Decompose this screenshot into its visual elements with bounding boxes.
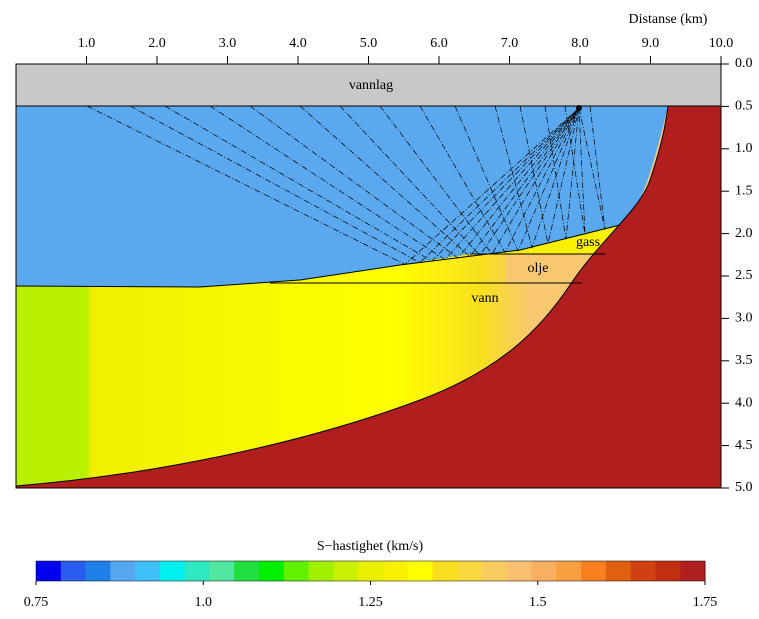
layer-label: gass — [576, 235, 600, 250]
chart: Distanse (km) vannlag gass olje vann S−h… — [0, 0, 759, 614]
colorbar-swatch — [61, 561, 86, 581]
x-tick-label: 2.0 — [148, 36, 166, 51]
x-tick-label: 4.0 — [289, 36, 307, 51]
colorbar-swatch — [209, 561, 234, 581]
x-tick-label: 3.0 — [219, 36, 237, 51]
y-tick-label: 4.5 — [735, 438, 753, 453]
colorbar-swatch — [110, 561, 135, 581]
colorbar-swatch — [457, 561, 482, 581]
colorbar-swatch — [185, 561, 210, 581]
colorbar-tick-label: 1.25 — [358, 595, 383, 610]
colorbar-swatch — [309, 561, 334, 581]
x-tick-label: 1.0 — [78, 36, 96, 51]
colorbar-swatch — [581, 561, 606, 581]
x-tick-label: 7.0 — [501, 36, 519, 51]
colorbar-label: S−hastighet (km/s) — [317, 539, 424, 554]
colorbar-swatch — [333, 561, 358, 581]
colorbar-swatch — [135, 561, 160, 581]
colorbar-swatch — [507, 561, 532, 581]
colorbar-swatch — [36, 561, 61, 581]
y-tick-label: 1.0 — [735, 141, 753, 156]
colorbar-swatch — [655, 561, 680, 581]
colorbar-swatch — [234, 561, 259, 581]
y-tick-label: 0.5 — [735, 99, 753, 114]
x-tick-label: 6.0 — [430, 36, 448, 51]
y-tick-label: 3.0 — [735, 311, 753, 326]
colorbar-swatch — [680, 561, 705, 581]
source — [576, 105, 582, 111]
model — [16, 64, 721, 488]
colorbar-tick-label: 1.5 — [529, 595, 547, 610]
x-axis-label: Distanse (km) — [629, 12, 708, 27]
y-tick-label: 5.0 — [735, 480, 753, 495]
colorbar-swatch — [383, 561, 408, 581]
layer-label: vannlag — [349, 78, 393, 93]
y-tick-label: 2.5 — [735, 268, 753, 283]
colorbar-swatch — [631, 561, 656, 581]
colorbar-tick-label: 1.0 — [195, 595, 213, 610]
colorbar-swatch — [86, 561, 111, 581]
x-tick-label: 10.0 — [709, 36, 734, 51]
y-tick-label: 1.5 — [735, 183, 753, 198]
layer-label: olje — [528, 261, 549, 276]
y-tick-label: 4.0 — [735, 395, 753, 410]
x-tick-label: 9.0 — [642, 36, 660, 51]
colorbar-swatch — [532, 561, 557, 581]
colorbar-swatch — [482, 561, 507, 581]
x-tick-label: 5.0 — [360, 36, 378, 51]
y-tick-label: 2.0 — [735, 226, 753, 241]
y-tick-label: 0.0 — [735, 56, 753, 71]
colorbar-swatch — [432, 561, 457, 581]
colorbar-swatch — [408, 561, 433, 581]
layer-label: vann — [471, 291, 498, 306]
colorbar-swatch — [556, 561, 581, 581]
colorbar-swatch — [358, 561, 383, 581]
y-tick-label: 3.5 — [735, 353, 753, 368]
colorbar-swatch — [606, 561, 631, 581]
colorbar-tick-label: 0.75 — [24, 595, 49, 610]
colorbar-swatch — [160, 561, 185, 581]
x-tick-label: 8.0 — [571, 36, 589, 51]
colorbar-swatch — [284, 561, 309, 581]
colorbar-swatch — [259, 561, 284, 581]
colorbar-tick-label: 1.75 — [693, 595, 718, 610]
